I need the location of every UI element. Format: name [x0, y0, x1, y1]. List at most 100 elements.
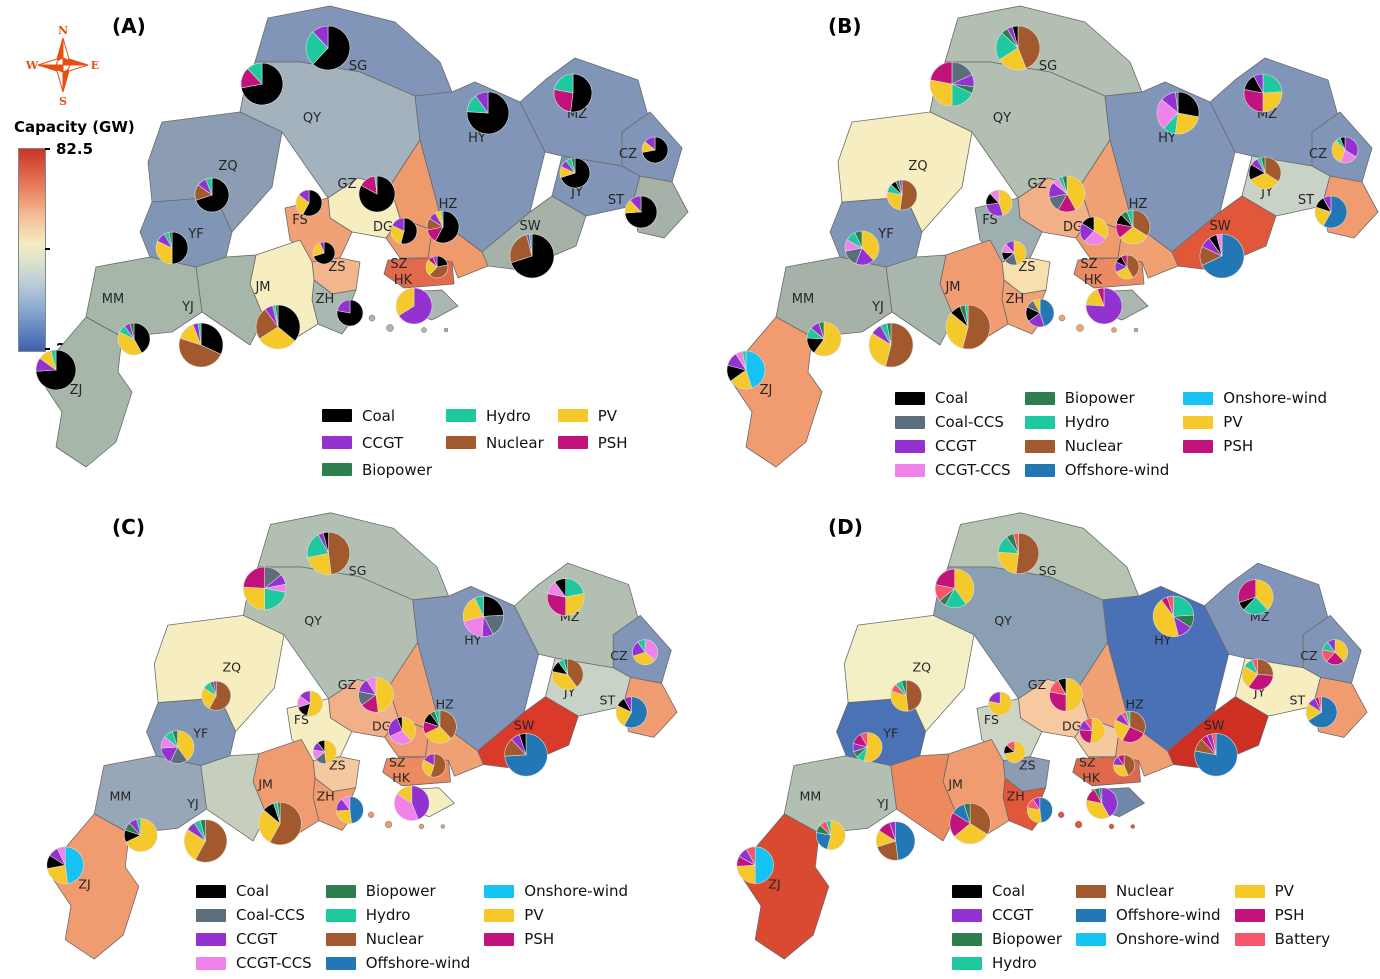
- legend-item-psh: PSH: [557, 429, 628, 456]
- pie-slice-zq-nuclear: [905, 679, 922, 712]
- panel-a: (A) N S W: [0, 0, 690, 490]
- pie-slice-mm-pv: [117, 331, 143, 356]
- pie-yf: [852, 732, 883, 762]
- pie-slice-zh-ccgt-ccs: [341, 796, 351, 811]
- legend-label-battery: Battery: [1274, 930, 1331, 948]
- region-label-fs: FS: [982, 213, 998, 228]
- pie-hz: [1114, 710, 1146, 743]
- pie-slice-jm-nuclear: [255, 308, 279, 340]
- pie-slice-yf-coal: [171, 231, 189, 265]
- pie-fs: [297, 690, 324, 717]
- pie-hk: [395, 287, 433, 325]
- pie-slice-hz-hydro: [440, 210, 444, 228]
- legend-label-offshore-wind: Offshore-wind: [1064, 461, 1170, 479]
- legend-item-battery: Battery: [1234, 927, 1331, 951]
- legend-label-offshore-wind: Offshore-wind: [1116, 906, 1221, 924]
- legend-item-coal: Coal: [952, 879, 1062, 903]
- pie-jm: [945, 304, 991, 350]
- legend-swatch-offshore-wind: [1024, 463, 1055, 477]
- legend-swatch-coal-ccs: [196, 908, 226, 922]
- pie-zj: [736, 846, 774, 884]
- pie-slice-hy-coal: [1177, 91, 1200, 118]
- pie-slice-zq-nuclear: [208, 680, 232, 711]
- colorbar: [18, 148, 46, 352]
- legend-item-hydro: Hydro: [446, 402, 544, 429]
- pie-hy: [462, 595, 505, 637]
- legend-item-biopower: Biopower: [952, 927, 1062, 951]
- region-label-dg: DG: [1062, 719, 1081, 734]
- pie-yf: [155, 231, 189, 265]
- pie-slice-mz-psh: [553, 89, 574, 113]
- legend-swatch-hydro: [446, 409, 476, 422]
- region-label-qy: QY: [993, 111, 1011, 126]
- region-label-sz: SZ: [1080, 257, 1097, 272]
- pie-yj: [868, 322, 914, 368]
- pie-slice-zs-ccgt: [1005, 240, 1015, 254]
- island: [384, 820, 393, 829]
- legend-label-biopower: Biopower: [365, 882, 436, 900]
- region-label-fs: FS: [984, 712, 999, 727]
- legend-item-coal-ccs: Coal-CCS: [895, 410, 1011, 434]
- colorbar-title: Capacity (GW): [14, 118, 135, 136]
- pie-zq: [201, 680, 232, 711]
- pie-sg: [306, 531, 351, 576]
- pie-sz: [422, 753, 446, 778]
- pie-zh: [336, 299, 364, 327]
- pie-qy: [929, 61, 975, 107]
- region-label-zj: ZJ: [768, 876, 780, 891]
- pie-sg: [995, 25, 1041, 71]
- legend-swatch-ccgt: [895, 439, 925, 453]
- legend-label-hydro: Hydro: [1064, 413, 1110, 431]
- pie-slice-mz-psh: [1238, 579, 1257, 603]
- legend-swatch-biopower: [322, 463, 352, 476]
- region-label-hz: HZ: [436, 696, 454, 711]
- region-label-zh: ZH: [1007, 788, 1025, 803]
- legend-label-coal: Coal: [992, 882, 1026, 900]
- legend-label-psh: PSH: [1274, 906, 1305, 924]
- legend-swatch-coal: [952, 884, 982, 898]
- region-label-hy: HY: [1158, 131, 1176, 146]
- region-label-zj: ZJ: [70, 383, 83, 398]
- legend-label-onshore-wind: Onshore-wind: [524, 882, 629, 900]
- pie-sw: [1199, 233, 1245, 279]
- region-label-hy: HY: [464, 632, 481, 647]
- legend-swatch-ccgt: [952, 908, 982, 922]
- pie-slice-yf-biopower: [854, 230, 863, 249]
- pie-zq: [194, 177, 230, 213]
- pie-slice-hy-hydro: [474, 595, 484, 617]
- region-zq: [153, 615, 285, 732]
- pie-sg: [305, 25, 351, 71]
- pie-slice-dg-coal: [1081, 216, 1095, 232]
- pie-slice-st-ccgt: [629, 195, 642, 213]
- pie-zj: [46, 846, 84, 884]
- region-label-yf: YF: [192, 725, 208, 740]
- region-label-hy: HY: [468, 131, 486, 146]
- pie-slice-hy-coal: [483, 595, 505, 617]
- pie-slice-sw-hydro: [528, 233, 533, 257]
- region-label-jy: JY: [570, 185, 583, 200]
- pie-slice-jy-biopower: [570, 157, 576, 174]
- region-zq: [843, 615, 975, 732]
- region-label-sg: SG: [1039, 59, 1057, 74]
- pie-slice-sw-ccgt-ccs: [1216, 233, 1223, 257]
- region-label-qy: QY: [994, 613, 1012, 628]
- region-label-hy: HY: [1154, 632, 1171, 647]
- pie-slice-cz-ccgt: [644, 136, 656, 151]
- pie-sw: [509, 233, 555, 279]
- pie-cz: [1322, 639, 1348, 666]
- legend-item-pv: PV: [557, 402, 628, 429]
- region-label-mm: MM: [800, 788, 822, 803]
- pie-slice-dg-pv: [401, 716, 416, 741]
- region-sw: [481, 195, 587, 271]
- pie-jy: [559, 157, 591, 189]
- island: [1058, 314, 1066, 322]
- pie-fs: [988, 691, 1013, 716]
- pie-slice-jm-pv: [945, 312, 969, 349]
- legend-swatch-offshore-wind: [1076, 908, 1106, 922]
- pie-mm: [124, 818, 158, 852]
- legend-item-psh: PSH: [484, 927, 628, 951]
- legend-swatch-coal: [322, 409, 352, 422]
- pie-gz: [358, 175, 396, 213]
